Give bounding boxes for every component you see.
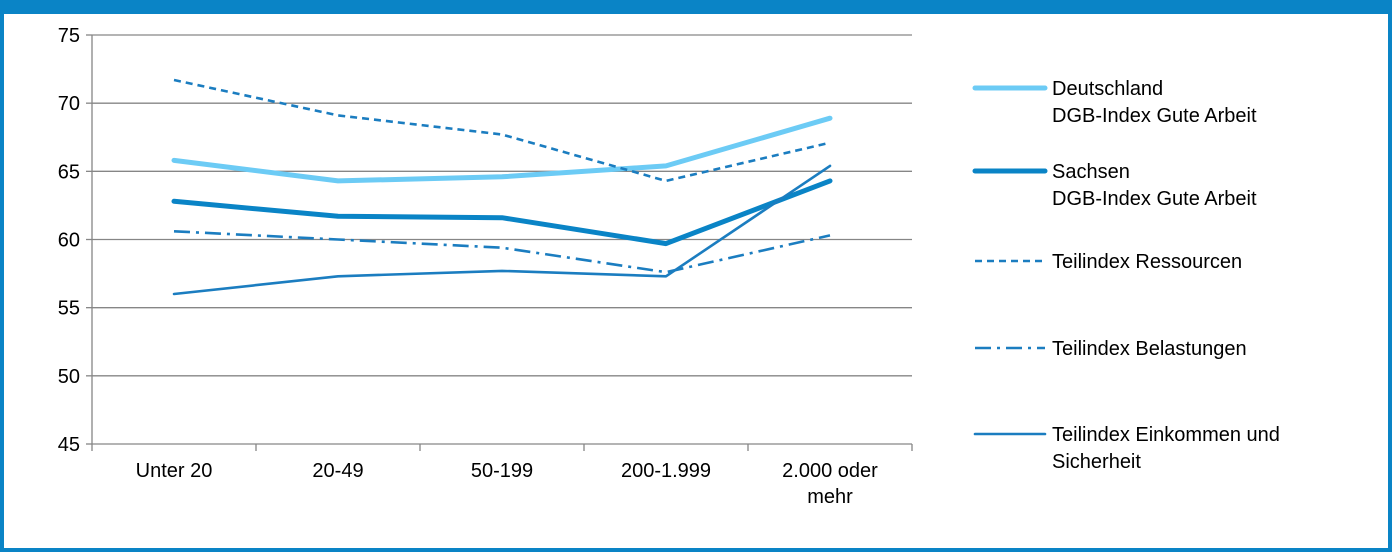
y-tick-label: 55	[58, 298, 80, 320]
legend-label-2: Sachsen	[1052, 161, 1130, 183]
series-line-2	[171, 178, 833, 247]
legend-label-3: Teilindex Ressourcen	[1052, 251, 1242, 273]
legend-label-1: Deutschland	[1052, 78, 1163, 100]
y-tick-label: 75	[58, 25, 80, 47]
series-line-1	[171, 115, 833, 184]
y-tick-label: 70	[58, 93, 80, 115]
series-line-5	[172, 164, 832, 296]
y-tick-label: 45	[58, 434, 80, 456]
series-lines	[171, 78, 833, 296]
x-tick-label: 20-49	[312, 460, 363, 482]
x-tick-label: 2.000 oder	[782, 460, 878, 482]
series-line-3	[173, 78, 831, 183]
legend-label-5: Teilindex Einkommen und	[1052, 424, 1280, 446]
legend-label-4: Teilindex Belastungen	[1052, 338, 1247, 360]
y-tick-label: 60	[58, 230, 80, 252]
y-tick-label: 65	[58, 161, 80, 183]
y-tick-label: 50	[58, 366, 80, 388]
x-tick-label: mehr	[807, 486, 853, 508]
legend: Deutschland DGB-Index Gute Arbeit Sachsen D…	[972, 78, 1280, 473]
grid-lines	[92, 34, 912, 377]
x-tick-label: 200-1.999	[621, 460, 711, 482]
x-tick-label: 50-199	[471, 460, 533, 482]
x-tick-label: Unter 20	[136, 460, 213, 482]
legend-label-2: DGB-Index Gute Arbeit	[1052, 188, 1257, 210]
legend-label-1: DGB-Index Gute Arbeit	[1052, 105, 1257, 127]
legend-label-5: Sicherheit	[1052, 451, 1141, 473]
series-line-4	[173, 230, 831, 274]
axes: 45 50 55 60 65 70 75 Unter 20 20-49 50-199 200-1.9…	[58, 25, 913, 508]
